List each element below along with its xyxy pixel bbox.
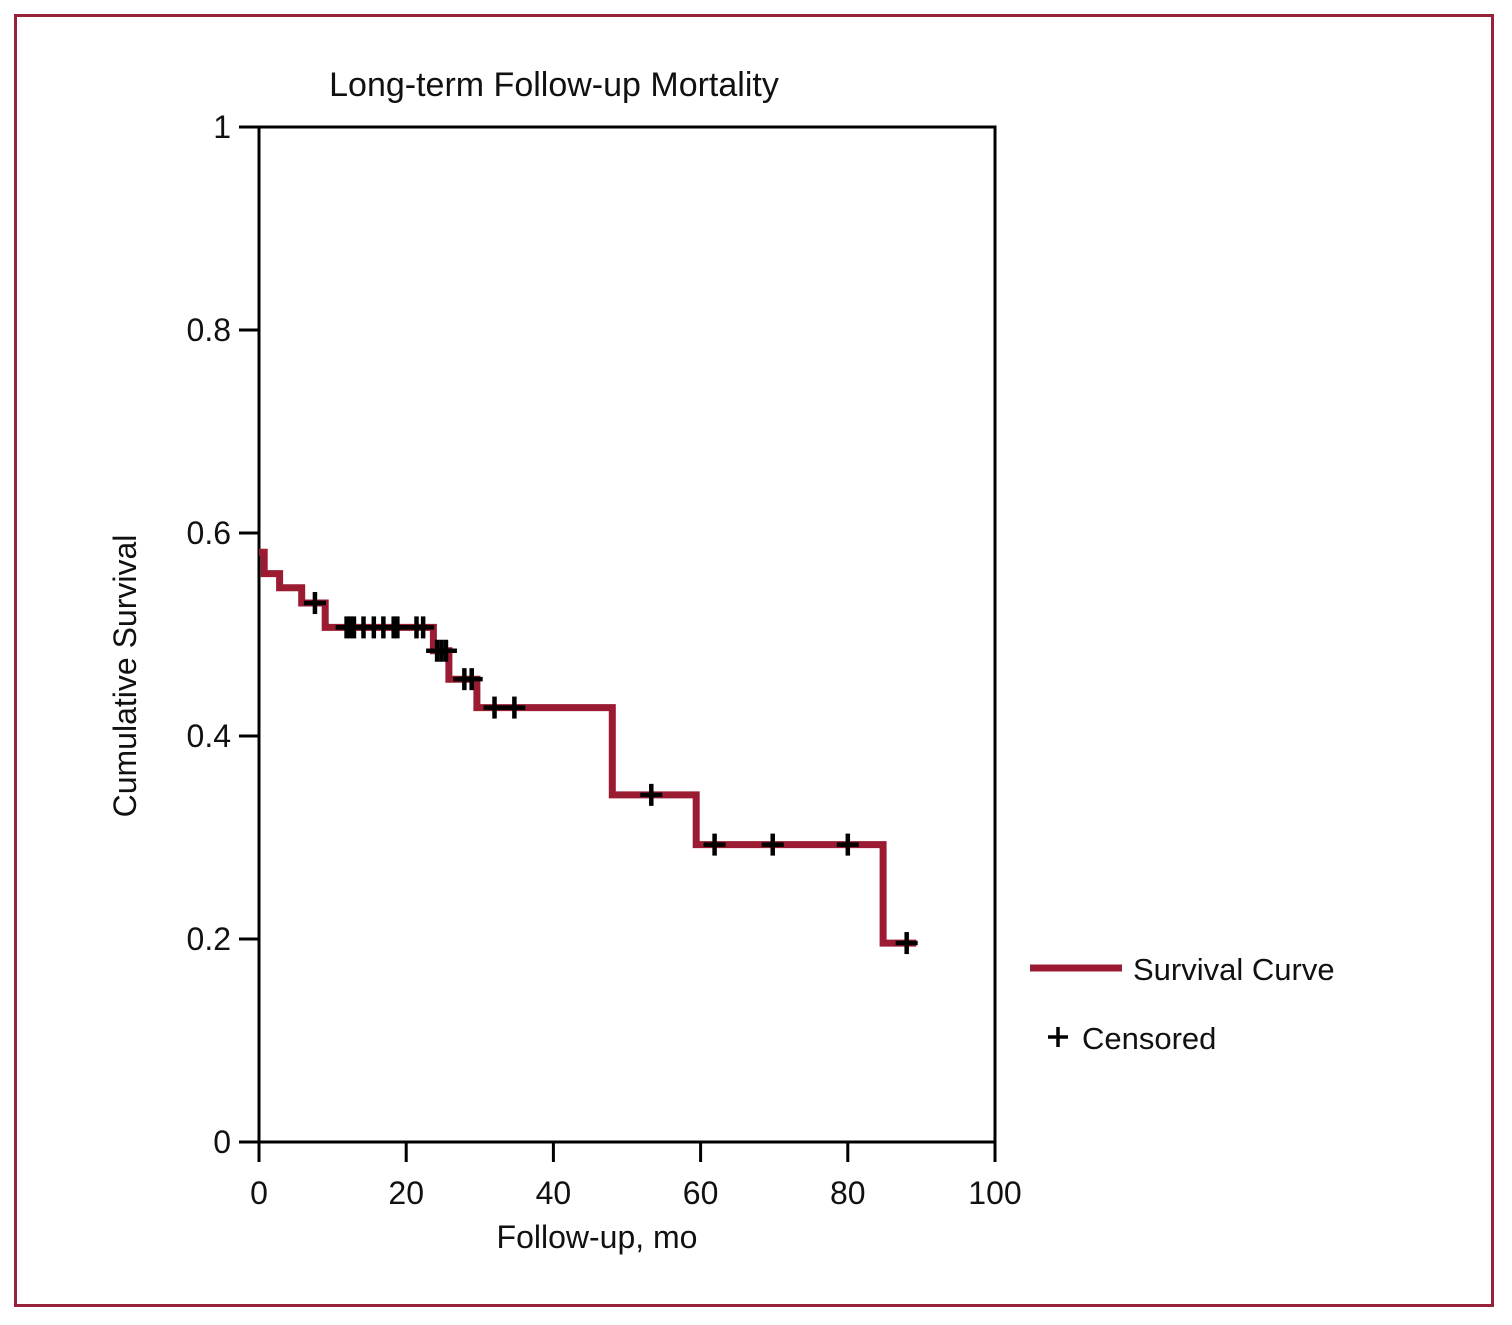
x-tick-label: 40 — [536, 1175, 572, 1211]
survival-step-curve — [259, 548, 917, 947]
y-tick-label: 1 — [213, 109, 231, 145]
chart-title: Long-term Follow-up Mortality — [329, 66, 779, 104]
legend: Survival Curve Censored — [1030, 952, 1335, 1056]
figure-border — [14, 14, 1494, 1307]
y-tick-label: 0.2 — [187, 921, 231, 957]
plot-area: 0 0.2 0.4 0.6 0.8 1 0 20 40 60 80 100 — [187, 109, 1022, 1211]
legend-censored-label: Censored — [1082, 1021, 1216, 1056]
y-tick-label: 0 — [213, 1124, 231, 1160]
y-tick-label: 0.4 — [187, 718, 231, 754]
y-tick-label: 0.6 — [187, 515, 231, 551]
legend-survival-label: Survival Curve — [1133, 952, 1335, 987]
plot-frame — [257, 125, 997, 1144]
x-tick-label: 0 — [250, 1175, 268, 1211]
y-tick-label: 0.8 — [187, 312, 231, 348]
x-tick-label: 20 — [388, 1175, 424, 1211]
x-axis-label: Follow-up, mo — [497, 1219, 698, 1255]
x-tick-label: 100 — [968, 1175, 1021, 1211]
x-tick-label: 80 — [830, 1175, 866, 1211]
y-axis-label: Cumulative Survival — [107, 535, 143, 818]
x-tick-label: 60 — [683, 1175, 719, 1211]
legend-censored-plus-icon — [1048, 1027, 1068, 1047]
